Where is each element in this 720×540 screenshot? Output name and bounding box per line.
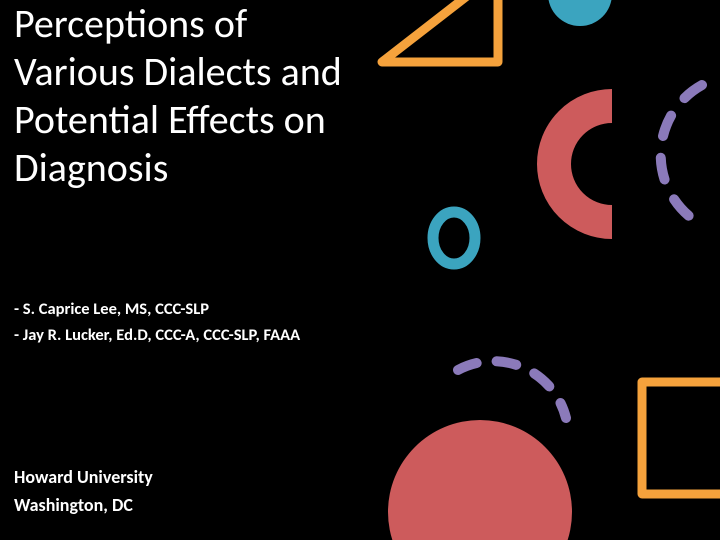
square-icon: [642, 382, 720, 494]
circle-icon: [388, 420, 572, 540]
arc-icon: [554, 106, 612, 222]
triangle-icon: [382, 0, 498, 62]
dashed-arc-icon: [661, 85, 702, 225]
dashed-arc-icon: [458, 361, 566, 418]
affiliation-line: Washington, DC: [14, 492, 153, 520]
affiliation-line: Howard University: [14, 464, 153, 492]
ring-icon: [433, 212, 475, 264]
authors-block: - S. Caprice Lee, MS, CCC-SLP - Jay R. L…: [14, 296, 300, 349]
affiliation-block: Howard University Washington, DC: [14, 464, 153, 520]
author-line: - S. Caprice Lee, MS, CCC-SLP: [14, 296, 300, 322]
slide-title: Perceptions of Various Dialects and Pote…: [14, 0, 354, 192]
half-circle-icon: [548, 0, 612, 26]
author-line: - Jay R. Lucker, Ed.D, CCC-A, CCC-SLP, F…: [14, 322, 300, 348]
